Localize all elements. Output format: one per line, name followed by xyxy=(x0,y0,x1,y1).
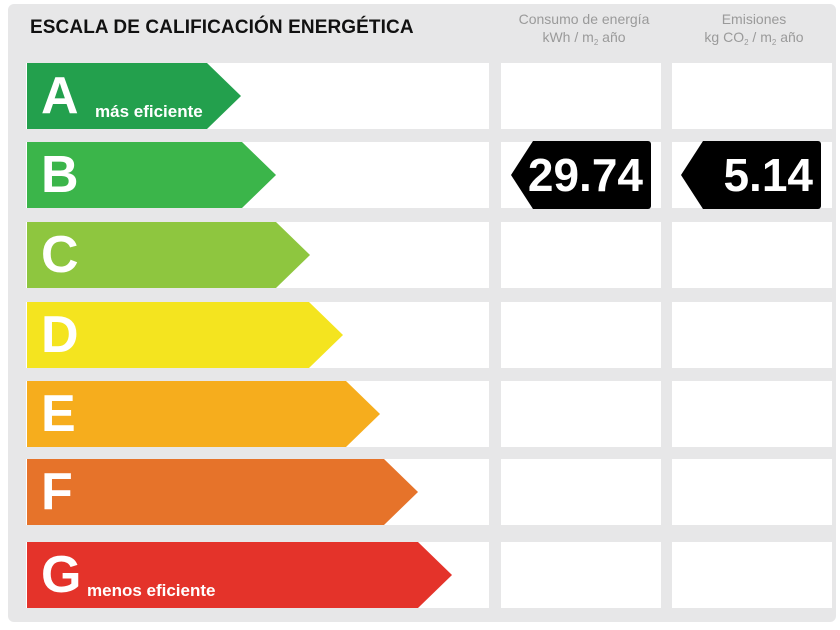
emissions-cell-g xyxy=(672,542,832,608)
rating-letter-e: E xyxy=(41,385,76,443)
rating-letter-f: F xyxy=(41,463,73,521)
energy-value: 29.74 xyxy=(527,149,643,201)
emissions-column-unit: kg CO2 / m2 año xyxy=(704,29,804,47)
emissions-cell-e xyxy=(672,381,832,447)
rating-letter-b: B xyxy=(41,146,79,204)
rating-arrow-a: A más eficiente xyxy=(27,63,241,129)
emissions-value: 5.14 xyxy=(723,149,813,201)
rating-letter-d: D xyxy=(41,306,79,364)
emissions-cell-c xyxy=(672,222,832,288)
emissions-cell-f xyxy=(672,459,832,525)
rating-arrow-f: F xyxy=(27,459,418,525)
rating-arrow-b: B xyxy=(27,142,276,208)
rating-arrow-e: E xyxy=(27,381,380,447)
energy-cell-c xyxy=(501,222,661,288)
page-title: ESCALA DE CALIFICACIÓN ENERGÉTICA xyxy=(30,17,414,38)
emissions-column-title: Emisiones xyxy=(721,11,787,27)
emissions-value-badge: 5.14 xyxy=(681,141,821,209)
energy-cell-g xyxy=(501,542,661,608)
energy-cell-e xyxy=(501,381,661,447)
energy-column-title: Consumo de energía xyxy=(518,11,650,27)
rating-letter-c: C xyxy=(41,226,79,284)
rating-arrow-c: C xyxy=(27,222,310,288)
emissions-column-header: Emisiones kg CO2 / m2 año xyxy=(672,10,836,52)
rating-label-a: más eficiente xyxy=(95,102,203,121)
emissions-cell-a xyxy=(672,63,832,129)
rating-arrow-g: G menos eficiente xyxy=(27,542,452,608)
energy-cell-d xyxy=(501,302,661,368)
energy-value-badge: 29.74 xyxy=(511,141,651,209)
energy-column-unit: kWh / m2 año xyxy=(542,29,626,47)
rating-letter-a: A xyxy=(41,67,79,125)
energy-cell-a xyxy=(501,63,661,129)
emissions-cell-d xyxy=(672,302,832,368)
rating-arrow-d: D xyxy=(27,302,343,368)
energy-column-header: Consumo de energía kWh / m2 año xyxy=(500,10,668,52)
rating-letter-g: G xyxy=(41,546,82,604)
rating-label-g: menos eficiente xyxy=(87,581,216,600)
energy-cell-f xyxy=(501,459,661,525)
